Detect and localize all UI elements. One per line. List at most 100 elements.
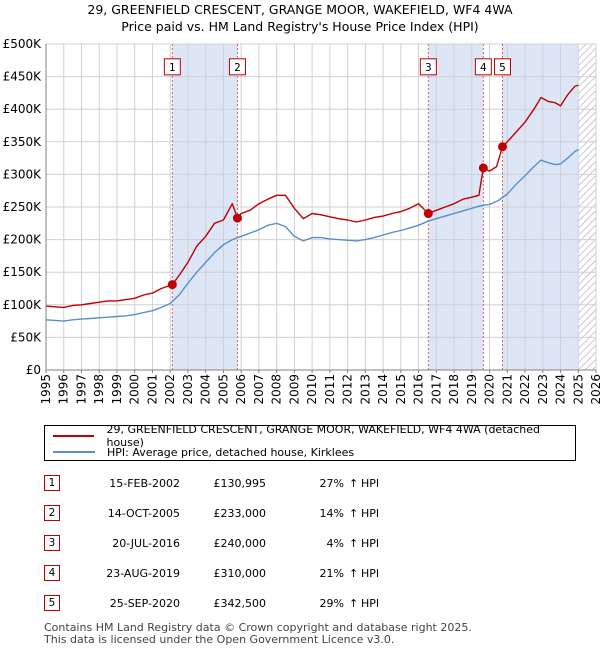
sale-price: £342,500	[213, 597, 267, 610]
x-tick-label: 2021	[500, 374, 514, 405]
sale-marker-box	[228, 58, 246, 76]
sale-hpi-label: HPI	[361, 477, 380, 490]
x-tick-label: 2011	[323, 374, 337, 405]
footer-copyright: Contains HM Land Registry data © Crown c…	[44, 621, 472, 634]
sale-marker-box	[474, 58, 492, 76]
table-row: 2 14-OCT-2005 £233,000 14% ↑ HPI	[0, 504, 600, 524]
x-tick-label: 2000	[128, 374, 142, 405]
up-arrow-icon: ↑	[349, 567, 359, 580]
table-row: 1 15-FEB-2002 £130,995 27% ↑ HPI	[0, 474, 600, 494]
sale-marker-box	[163, 58, 181, 76]
sale-marker-label: 4	[480, 62, 487, 74]
x-tick-label: 1999	[110, 374, 124, 405]
x-tick-label: 2025	[571, 374, 585, 405]
sale-date: 25-SEP-2020	[109, 597, 180, 610]
y-tick-label: £100K	[3, 298, 43, 312]
sale-number-badge: 3	[44, 535, 60, 551]
x-tick-label: 2009	[287, 374, 301, 405]
chart-title-line2: Price paid vs. HM Land Registry's House …	[121, 19, 479, 34]
sale-hpi-percent: 27%	[319, 477, 344, 490]
legend-swatch-hpi	[53, 451, 95, 453]
y-tick-label: £200K	[3, 233, 43, 247]
x-tick-label: 1995	[39, 374, 53, 405]
x-tick-label: 2008	[270, 374, 284, 405]
table-row: 4 23-AUG-2019 £310,000 21% ↑ HPI	[0, 564, 600, 584]
y-tick-label: £350K	[3, 135, 43, 149]
sale-marker-box	[419, 58, 437, 76]
y-tick-label: £250K	[3, 200, 43, 214]
legend-label-price: 29, GREENFIELD CRESCENT, GRANGE MOOR, WA…	[106, 423, 541, 449]
sale-marker-label: 1	[169, 62, 176, 74]
legend: 29, GREENFIELD CRESCENT, GRANGE MOOR, WA…	[44, 423, 576, 461]
x-tick-label: 2006	[234, 374, 248, 405]
sale-hpi-label: HPI	[361, 567, 380, 580]
sale-hpi-percent: 21%	[319, 567, 344, 580]
x-tick-label: 2026	[589, 374, 600, 405]
sale-date: 14-OCT-2005	[107, 507, 180, 520]
y-tick-label: £50K	[10, 330, 42, 344]
x-tick-label: 2007	[252, 374, 266, 405]
footer-license: This data is licensed under the Open Gov…	[44, 633, 395, 646]
x-tick-label: 2010	[305, 374, 319, 405]
x-tick-label: 2014	[376, 374, 390, 405]
up-arrow-icon: ↑	[349, 597, 359, 610]
x-tick-label: 2016	[412, 374, 426, 405]
y-tick-label: £450K	[3, 70, 43, 84]
table-row: 3 20-JUL-2016 £240,000 4% ↑ HPI	[0, 534, 600, 554]
sale-number-badge: 1	[44, 475, 60, 491]
table-row: 5 25-SEP-2020 £342,500 29% ↑ HPI	[0, 594, 600, 614]
x-tick-label: 2012	[341, 374, 355, 405]
x-tick-label: 2017	[429, 374, 443, 405]
sale-date: 20-JUL-2016	[112, 537, 180, 550]
x-tick-label: 2024	[554, 374, 568, 405]
x-tick-label: 2015	[394, 374, 408, 405]
y-tick-label: £500K	[3, 37, 43, 51]
sale-point	[167, 280, 177, 290]
y-tick-label: £150K	[3, 265, 43, 279]
sale-point	[498, 142, 507, 152]
chart-title-line1: 29, GREENFIELD CRESCENT, GRANGE MOOR, WA…	[87, 2, 513, 17]
sale-hpi-label: HPI	[361, 537, 380, 550]
up-arrow-icon: ↑	[349, 477, 359, 490]
x-tick-label: 2020	[483, 374, 497, 405]
sale-point	[478, 163, 488, 173]
sale-price: £310,000	[213, 567, 267, 580]
x-tick-label: 1997	[74, 374, 88, 405]
legend-swatch-price	[53, 435, 95, 437]
x-tick-label: 2002	[163, 374, 177, 405]
sale-hpi-label: HPI	[361, 507, 380, 520]
sale-date: 15-FEB-2002	[109, 477, 180, 490]
sale-price: £233,000	[213, 507, 267, 520]
up-arrow-icon: ↑	[349, 537, 359, 550]
y-tick-label: £400K	[3, 102, 43, 116]
sale-number-badge: 5	[44, 595, 60, 611]
y-tick-label: £300K	[3, 167, 43, 181]
sale-number-badge: 4	[44, 565, 60, 581]
sale-hpi-percent: 29%	[319, 597, 344, 610]
hpi-line	[45, 148, 579, 322]
sale-marker-label: 2	[234, 62, 241, 74]
legend-item-price: 29, GREENFIELD CRESCENT, GRANGE MOOR, WA…	[53, 423, 575, 449]
x-tick-label: 2022	[518, 374, 532, 405]
legend-item-hpi: HPI: Average price, detached house, Kirk…	[53, 444, 354, 460]
sale-hpi-percent: 14%	[319, 507, 344, 520]
sale-marker-box	[494, 58, 511, 76]
x-tick-label: 2003	[181, 374, 195, 405]
x-tick-label: 2001	[145, 374, 159, 405]
sale-price: £240,000	[213, 537, 267, 550]
sale-point	[232, 213, 242, 223]
sale-date: 23-AUG-2019	[106, 567, 180, 580]
x-tick-label: 1996	[57, 374, 71, 405]
sale-hpi-label: HPI	[361, 597, 380, 610]
sale-hpi-percent: 4%	[326, 537, 344, 550]
up-arrow-icon: ↑	[349, 507, 359, 520]
y-tick-label: £0	[26, 363, 41, 377]
x-tick-label: 2023	[536, 374, 550, 405]
sale-marker-label: 3	[425, 62, 432, 74]
sale-number-badge: 2	[44, 505, 60, 521]
sale-marker-label: 5	[499, 62, 506, 74]
legend-label-hpi: HPI: Average price, detached house, Kirk…	[107, 445, 355, 459]
sale-price: £130,995	[213, 477, 267, 490]
x-tick-label: 2013	[358, 374, 372, 405]
